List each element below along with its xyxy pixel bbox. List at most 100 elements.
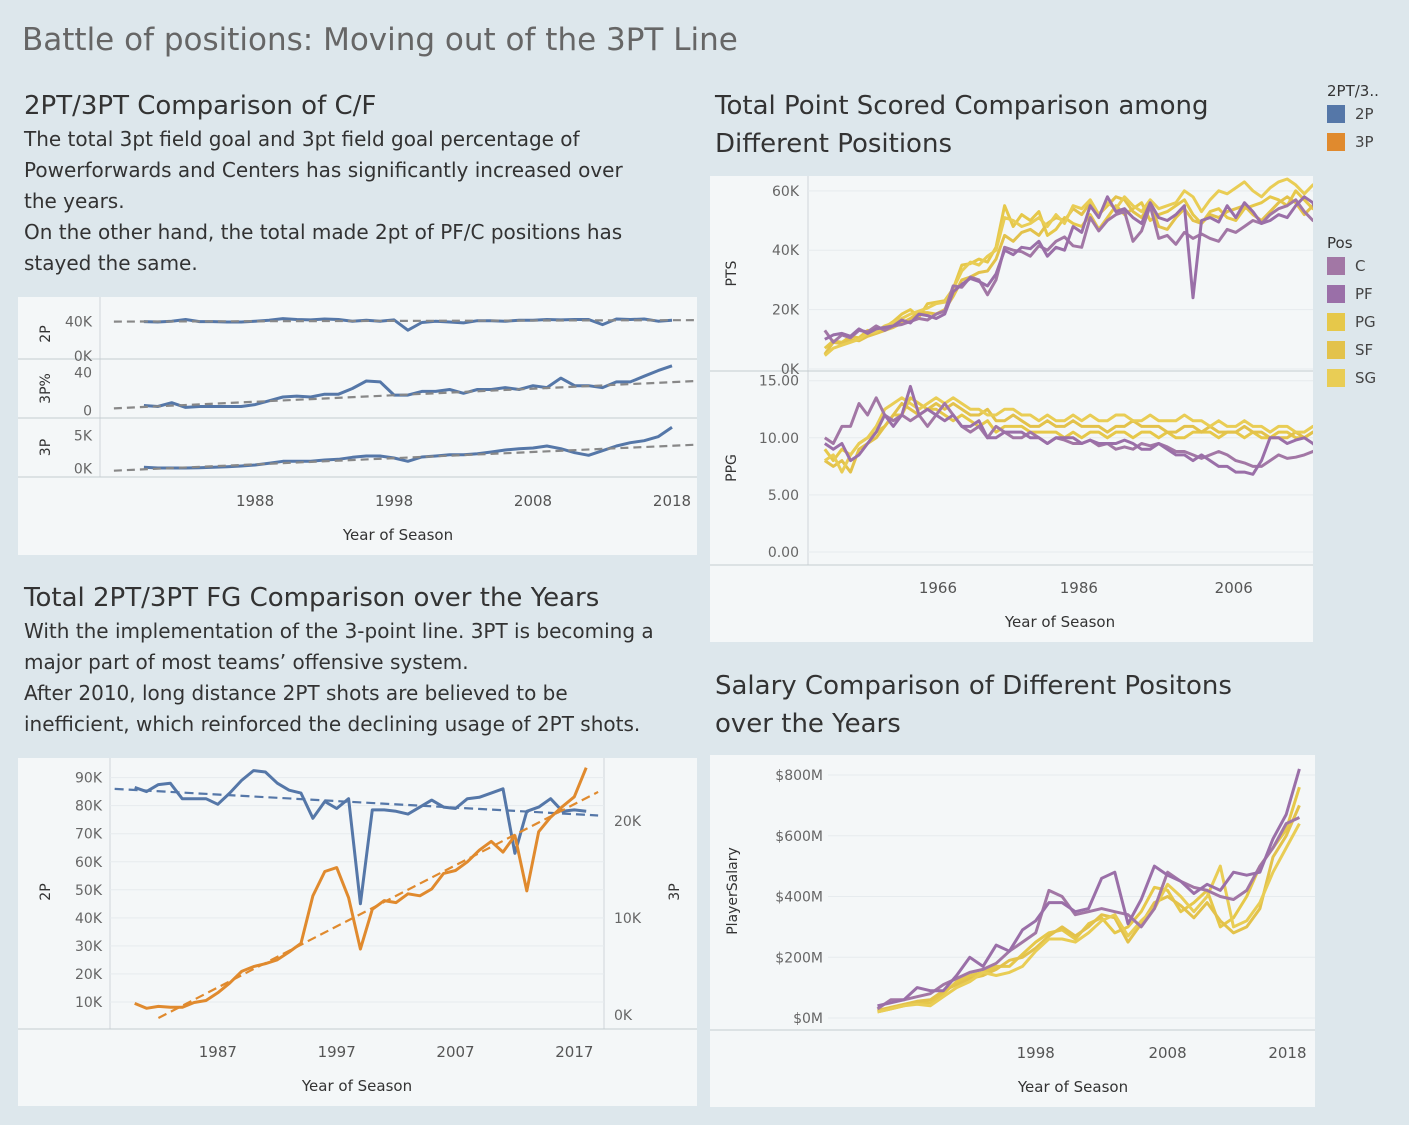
cf-desc-line: stayed the same. <box>24 251 198 275</box>
y-tick-label: 40K <box>75 911 103 927</box>
x-tick-label: 2018 <box>653 492 691 510</box>
y-tick-label: 60K <box>75 855 103 871</box>
series-line-sf <box>823 402 1313 474</box>
legend-item-pg[interactable]: PG <box>1327 308 1376 336</box>
legend-swatch-c <box>1327 257 1345 275</box>
pos-legend-title: Pos <box>1327 234 1353 252</box>
x-tick-label: 1998 <box>1017 1044 1055 1062</box>
pts-comparison-chart: PTS 0K 20K 40K 60K PPG 0.00 5.00 10.00 15.00 1966 1… <box>710 176 1313 642</box>
page-title: Battle of positions: Moving out of the 3… <box>22 22 738 58</box>
x-axis-label: Year of Season <box>342 526 453 544</box>
legend-swatch-3p <box>1327 133 1345 151</box>
legend-item-pf[interactable]: PF <box>1327 280 1376 308</box>
cf-description: The total 3pt field goal and 3pt field g… <box>24 124 694 279</box>
legend-swatch-pf <box>1327 285 1345 303</box>
legend-label-sf: SF <box>1355 341 1374 359</box>
fg-desc-line: After 2010, long distance 2PT shots are … <box>24 681 568 705</box>
salary-comparison-chart: $0M $200M $400M $600M $800M PlayerSalary 1998 2… <box>710 755 1315 1107</box>
cf-desc-line: the years. <box>24 189 125 213</box>
trend-line-2p <box>114 787 599 817</box>
series-line-pg <box>823 189 1313 350</box>
legend-swatch-sg <box>1327 369 1345 387</box>
y-tick-label: 70K <box>75 827 103 843</box>
salary-title-line: over the Years <box>715 709 901 739</box>
series-line-sg <box>823 396 1313 474</box>
series-line <box>143 426 673 470</box>
y2-tick-label: 10K <box>614 911 642 927</box>
x-tick-label: 1986 <box>1060 579 1098 597</box>
y-tick-label: 5.00 <box>768 488 799 504</box>
y-tick-label: 0 <box>83 403 92 419</box>
panel-ylabel: 3P <box>38 439 54 456</box>
legend-swatch-2p <box>1327 105 1345 123</box>
y-tick-label: $800M <box>775 768 823 784</box>
y-tick-label: $600M <box>775 829 823 845</box>
cf-desc-line: Powerforwards and Centers has significan… <box>24 158 623 182</box>
panel-ylabel: 3P% <box>38 373 54 404</box>
y-tick-label: 0K <box>781 362 800 378</box>
fg-desc-line: With the implementation of the 3-point l… <box>24 619 654 643</box>
x-tick-label: 1998 <box>375 492 413 510</box>
panel-ylabel: PTS <box>724 260 740 286</box>
series-line-c <box>823 396 1313 468</box>
y-tick-label: 0K <box>74 462 93 478</box>
x-tick-label: 1988 <box>236 492 274 510</box>
x-axis-label: Year of Season <box>301 1077 412 1095</box>
fg-section-title: Total 2PT/3PT FG Comparison over the Yea… <box>24 583 600 613</box>
y-tick-label: 30K <box>75 939 103 955</box>
x-tick-label: 2008 <box>514 492 552 510</box>
legend-item-sf[interactable]: SF <box>1327 336 1376 364</box>
y2-tick-label: 20K <box>614 814 642 830</box>
series-line <box>143 364 673 409</box>
pt-legend-title: 2PT/3.. <box>1327 82 1379 100</box>
pts-title-line: Total Point Scored Comparison among <box>715 91 1209 121</box>
series-line-sg <box>823 177 1313 357</box>
y-tick-label: 40K <box>772 243 800 259</box>
series-line-sf <box>877 804 1301 1012</box>
y-tick-label: 20K <box>772 303 800 319</box>
series-line-sg <box>877 822 1301 1014</box>
legend-item-3p[interactable]: 3P <box>1327 128 1379 156</box>
legend-item-c[interactable]: C <box>1327 252 1376 280</box>
x-tick-label: 2007 <box>436 1043 474 1061</box>
legend-item-2p[interactable]: 2P <box>1327 100 1379 128</box>
series-line-c <box>876 816 1301 1011</box>
legend-swatch-pg <box>1327 313 1345 331</box>
fg-description: With the implementation of the 3-point l… <box>24 616 704 740</box>
cf-section-title: 2PT/3PT Comparison of C/F <box>24 91 377 121</box>
pos-legend: Pos C PF PG SF SG <box>1327 234 1376 392</box>
y-tick-label: 50K <box>75 883 103 899</box>
legend-label-c: C <box>1355 257 1366 275</box>
y-tick-label: 0.00 <box>768 545 799 561</box>
legend-label-sg: SG <box>1355 369 1377 387</box>
cf-desc-line: On the other hand, the total made 2pt of… <box>24 220 623 244</box>
series-line-3p <box>134 767 588 1010</box>
series-line-pg <box>823 396 1313 463</box>
panel-ylabel: 2P <box>38 325 54 342</box>
fg-desc-line: major part of most teams’ offensive syst… <box>24 650 469 674</box>
series-line-pf <box>823 384 1313 476</box>
y-tick-label: 20K <box>75 967 103 983</box>
y2-tick-label: 0K <box>614 1008 633 1024</box>
x-tick-label: 2017 <box>555 1043 593 1061</box>
y-tick-label: 10.00 <box>759 431 799 447</box>
pt-legend: 2PT/3.. 2P 3P <box>1327 82 1379 156</box>
legend-label-3p: 3P <box>1355 133 1374 151</box>
y-tick-label: 90K <box>75 771 103 787</box>
trend-line <box>113 319 697 323</box>
series-line-pf <box>824 195 1313 341</box>
legend-item-sg[interactable]: SG <box>1327 364 1376 392</box>
x-tick-label: 1997 <box>318 1043 356 1061</box>
y-tick-label: 10K <box>75 995 103 1011</box>
x-tick-label: 1987 <box>199 1043 237 1061</box>
fg-comparison-chart: 10K 20K 30K 40K 50K 60K 70K 80K 90K 0K 10K 20K 2P 3P 1… <box>18 758 697 1106</box>
series-line-pf <box>877 768 1301 1008</box>
y-tick-label: 80K <box>75 799 103 815</box>
trend-line <box>113 379 697 410</box>
y-axis-label: 2P <box>38 883 54 900</box>
cf-desc-line: The total 3pt field goal and 3pt field g… <box>24 127 580 151</box>
y-axis-label: PlayerSalary <box>725 847 741 935</box>
series-line-2p <box>134 769 587 906</box>
salary-section-title: Salary Comparison of Different Positons … <box>715 667 1232 743</box>
legend-label-2p: 2P <box>1355 105 1374 123</box>
